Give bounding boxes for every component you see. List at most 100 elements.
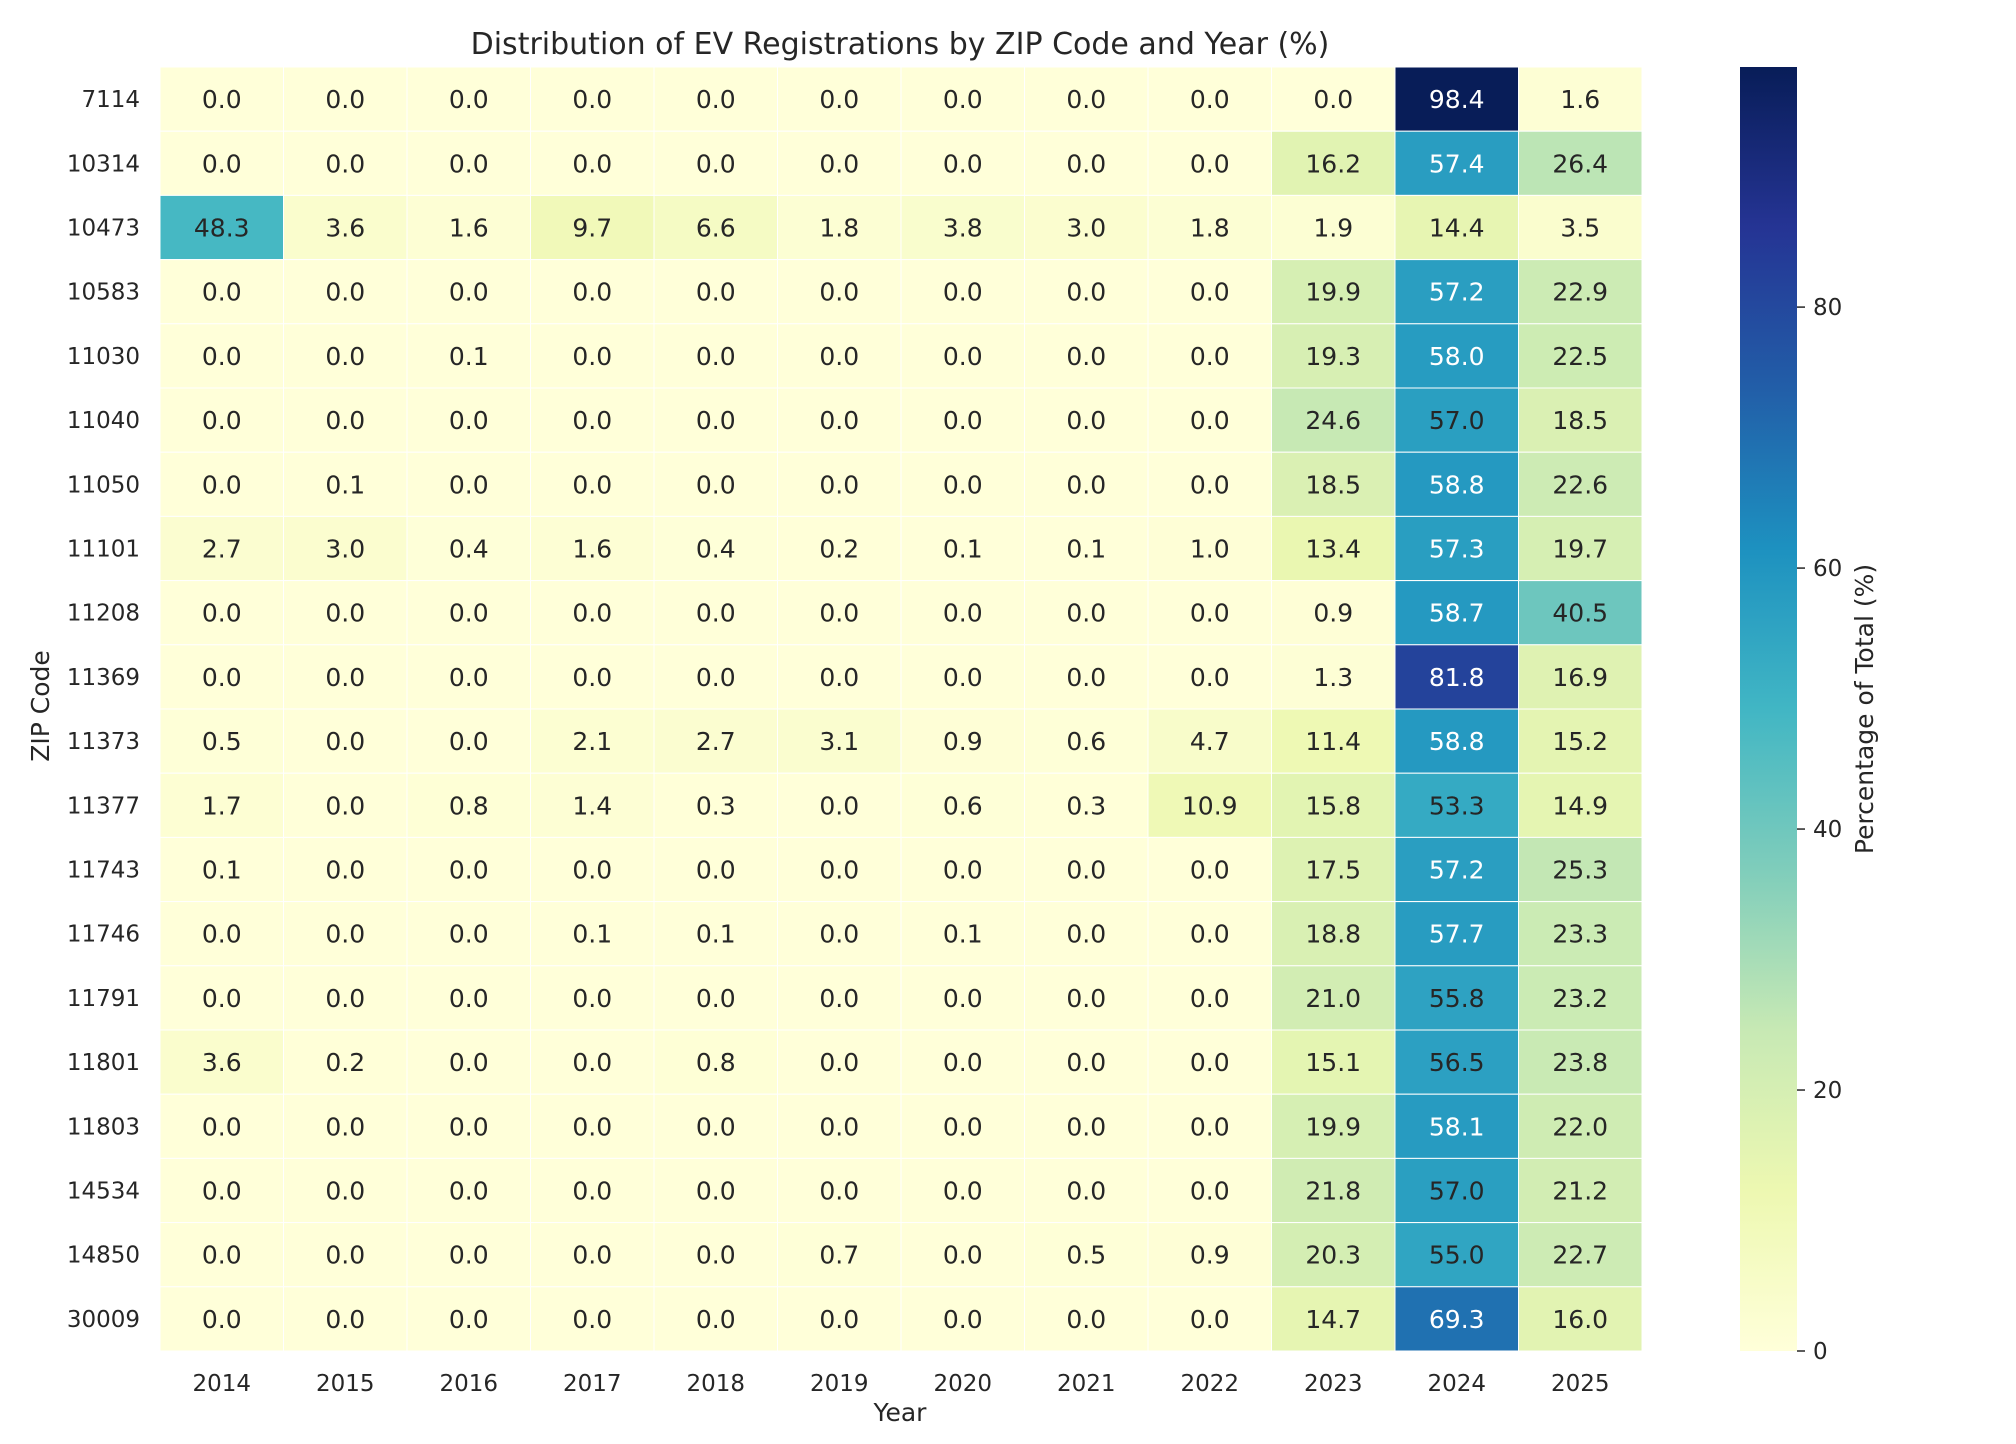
cell-value-label: 0.8	[449, 791, 489, 820]
cell-value-label: 0.3	[696, 791, 736, 820]
cell-value-label: 0.0	[696, 342, 736, 371]
heatmap-cell	[159, 1286, 284, 1352]
cell-value-label: 0.0	[943, 984, 983, 1013]
cell-value-label: 3.0	[1066, 214, 1106, 243]
cell-value-label: 2.7	[202, 535, 242, 564]
heatmap-cell	[653, 1222, 778, 1288]
heatmap-cell	[530, 644, 655, 710]
cell-value-label: 0.0	[1190, 342, 1230, 371]
y-tick-label: 11208	[67, 601, 140, 627]
cell-value-label: 0.0	[696, 984, 736, 1013]
cell-value-label: 0.0	[943, 663, 983, 692]
heatmap-cell	[283, 772, 408, 838]
heatmap-cell	[1518, 644, 1643, 710]
cell-value-label: 0.0	[1190, 406, 1230, 435]
heatmap-cell	[1147, 965, 1272, 1031]
x-tick-label: 2023	[1304, 1371, 1363, 1397]
cell-value-label: 0.0	[1190, 663, 1230, 692]
heatmap-cell	[1271, 836, 1396, 903]
cell-value-label: 0.0	[325, 342, 365, 371]
heatmap-cell	[283, 1157, 408, 1224]
heatmap-cell	[1271, 66, 1396, 132]
heatmap-cell	[1147, 708, 1272, 774]
heatmap-cell	[653, 66, 778, 132]
cell-value-label: 0.0	[943, 599, 983, 628]
cell-value-label: 0.0	[1066, 1305, 1106, 1334]
cell-value-label: 0.0	[325, 791, 365, 820]
cell-value-label: 0.0	[449, 920, 489, 949]
heatmap-cell	[653, 644, 778, 710]
cell-value-label: 11.4	[1305, 727, 1361, 756]
heatmap-cell	[777, 901, 902, 967]
heatmap-cell	[530, 1157, 655, 1224]
heatmap-cell	[159, 66, 284, 132]
cell-value-label: 0.0	[943, 1048, 983, 1077]
cell-value-label: 0.0	[1066, 149, 1106, 178]
heatmap-cell	[159, 1029, 284, 1095]
heatmap-cell	[283, 836, 408, 903]
heatmap-cell	[1518, 772, 1643, 838]
cell-value-label: 3.1	[819, 727, 859, 756]
cell-value-label: 0.0	[202, 984, 242, 1013]
cell-value-label: 0.0	[449, 1177, 489, 1206]
cell-value-label: 0.0	[1190, 920, 1230, 949]
cell-value-label: 0.0	[819, 1177, 859, 1206]
y-tick-label: 11369	[67, 665, 140, 691]
cell-value-label: 0.0	[819, 470, 859, 499]
cell-value-label: 19.7	[1552, 535, 1608, 564]
cell-value-label: 1.8	[1190, 214, 1230, 243]
heatmap-cell	[159, 130, 284, 196]
cell-value-label: 0.0	[1066, 342, 1106, 371]
y-tick-label: 30009	[67, 1307, 140, 1333]
cell-value-label: 13.4	[1305, 535, 1361, 564]
cell-value-label: 1.7	[202, 791, 242, 820]
y-tick-label: 11791	[67, 986, 140, 1012]
cell-value-label: 0.0	[1066, 663, 1106, 692]
cell-value-label: 0.1	[572, 920, 612, 949]
cell-value-label: 0.0	[1066, 1048, 1106, 1077]
y-tick-label: 11040	[67, 408, 140, 434]
heatmap-cell	[283, 1286, 408, 1352]
heatmap-cell	[1271, 901, 1396, 967]
cell-value-label: 0.0	[819, 920, 859, 949]
cell-value-label: 0.0	[943, 149, 983, 178]
cell-value-label: 58.8	[1429, 470, 1485, 499]
heatmap-cell	[653, 130, 778, 196]
heatmap-cell	[530, 451, 655, 517]
cell-value-label: 22.7	[1552, 1241, 1608, 1270]
y-tick-label: 10473	[67, 216, 140, 242]
cell-value-label: 0.0	[572, 1241, 612, 1270]
heatmap-cell	[159, 1093, 284, 1159]
heatmap-cell	[1147, 451, 1272, 517]
y-axis-label: ZIP Code	[26, 650, 55, 762]
cell-value-label: 0.1	[1066, 535, 1106, 564]
heatmap-cell	[653, 323, 778, 389]
heatmap-cell	[1518, 515, 1643, 582]
heatmap-cell	[900, 772, 1025, 838]
y-tick-label: 7114	[81, 87, 140, 113]
colorbar	[1740, 67, 1797, 1351]
heatmap-cell	[159, 194, 284, 261]
cell-value-label: 0.0	[819, 1048, 859, 1077]
cell-value-label: 81.8	[1429, 663, 1485, 692]
heatmap-cell	[1147, 323, 1272, 389]
cell-value-label: 0.0	[325, 1177, 365, 1206]
heatmap-cell	[900, 194, 1025, 261]
heatmap-cell	[1394, 708, 1519, 774]
heatmap-cell	[653, 901, 778, 967]
heatmap-cell	[406, 1029, 531, 1095]
cell-value-label: 0.0	[696, 1241, 736, 1270]
cell-value-label: 0.5	[1066, 1241, 1106, 1270]
cell-value-label: 0.0	[1190, 1177, 1230, 1206]
cell-value-label: 2.7	[696, 727, 736, 756]
cell-value-label: 0.0	[325, 663, 365, 692]
heatmap-cell	[900, 1286, 1025, 1352]
cell-value-label: 0.0	[572, 406, 612, 435]
heatmap-cell	[530, 708, 655, 774]
cell-value-label: 0.0	[1190, 1305, 1230, 1334]
heatmap-cell	[530, 1222, 655, 1288]
cell-value-label: 1.0	[1190, 535, 1230, 564]
heatmap-cell	[159, 708, 284, 774]
